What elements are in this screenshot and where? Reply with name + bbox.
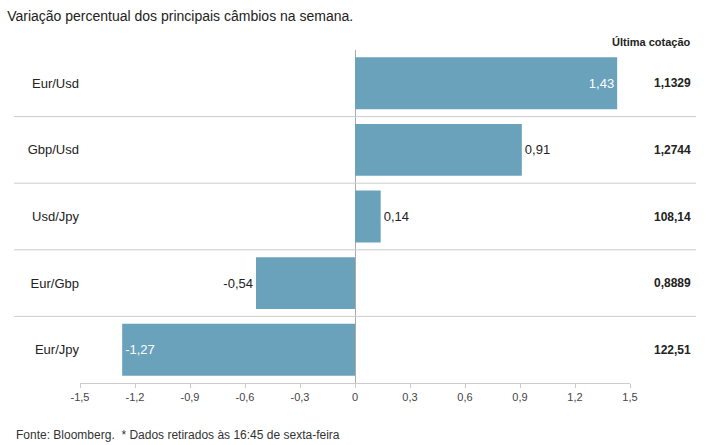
svg-text:108,14: 108,14 [654, 210, 691, 224]
svg-text:1,5: 1,5 [622, 391, 637, 403]
svg-text:0,8889: 0,8889 [654, 276, 691, 290]
svg-text:Usd/Jpy: Usd/Jpy [32, 209, 79, 224]
svg-text:0,91: 0,91 [525, 142, 550, 157]
svg-text:122,51: 122,51 [654, 343, 691, 357]
svg-text:Última cotação: Última cotação [612, 36, 691, 48]
svg-text:1,2: 1,2 [567, 391, 582, 403]
svg-text:Eur/Jpy: Eur/Jpy [35, 342, 80, 357]
svg-text:-0,54: -0,54 [223, 276, 253, 291]
svg-text:-0,9: -0,9 [181, 391, 200, 403]
svg-text:0,6: 0,6 [457, 391, 472, 403]
svg-text:-1,2: -1,2 [126, 391, 145, 403]
svg-text:Eur/Usd: Eur/Usd [32, 76, 79, 91]
svg-text:-1,27: -1,27 [125, 342, 155, 357]
svg-text:0,9: 0,9 [512, 391, 527, 403]
svg-text:-1,5: -1,5 [71, 391, 90, 403]
svg-text:1,2744: 1,2744 [654, 143, 691, 157]
svg-text:0,14: 0,14 [384, 209, 409, 224]
svg-text:Variação percentual dos princi: Variação percentual dos principais câmbi… [7, 8, 353, 24]
svg-text:0,3: 0,3 [402, 391, 417, 403]
svg-text:Fonte: Bloomberg. * Dados ret: Fonte: Bloomberg. * Dados retirados às 1… [16, 428, 340, 442]
svg-text:1,1329: 1,1329 [654, 76, 691, 90]
svg-text:0: 0 [352, 391, 358, 403]
svg-text:1,43: 1,43 [589, 76, 614, 91]
svg-text:Gbp/Usd: Gbp/Usd [28, 142, 79, 157]
svg-text:-0,3: -0,3 [291, 391, 310, 403]
svg-text:Eur/Gbp: Eur/Gbp [31, 276, 79, 291]
svg-text:-0,6: -0,6 [236, 391, 255, 403]
